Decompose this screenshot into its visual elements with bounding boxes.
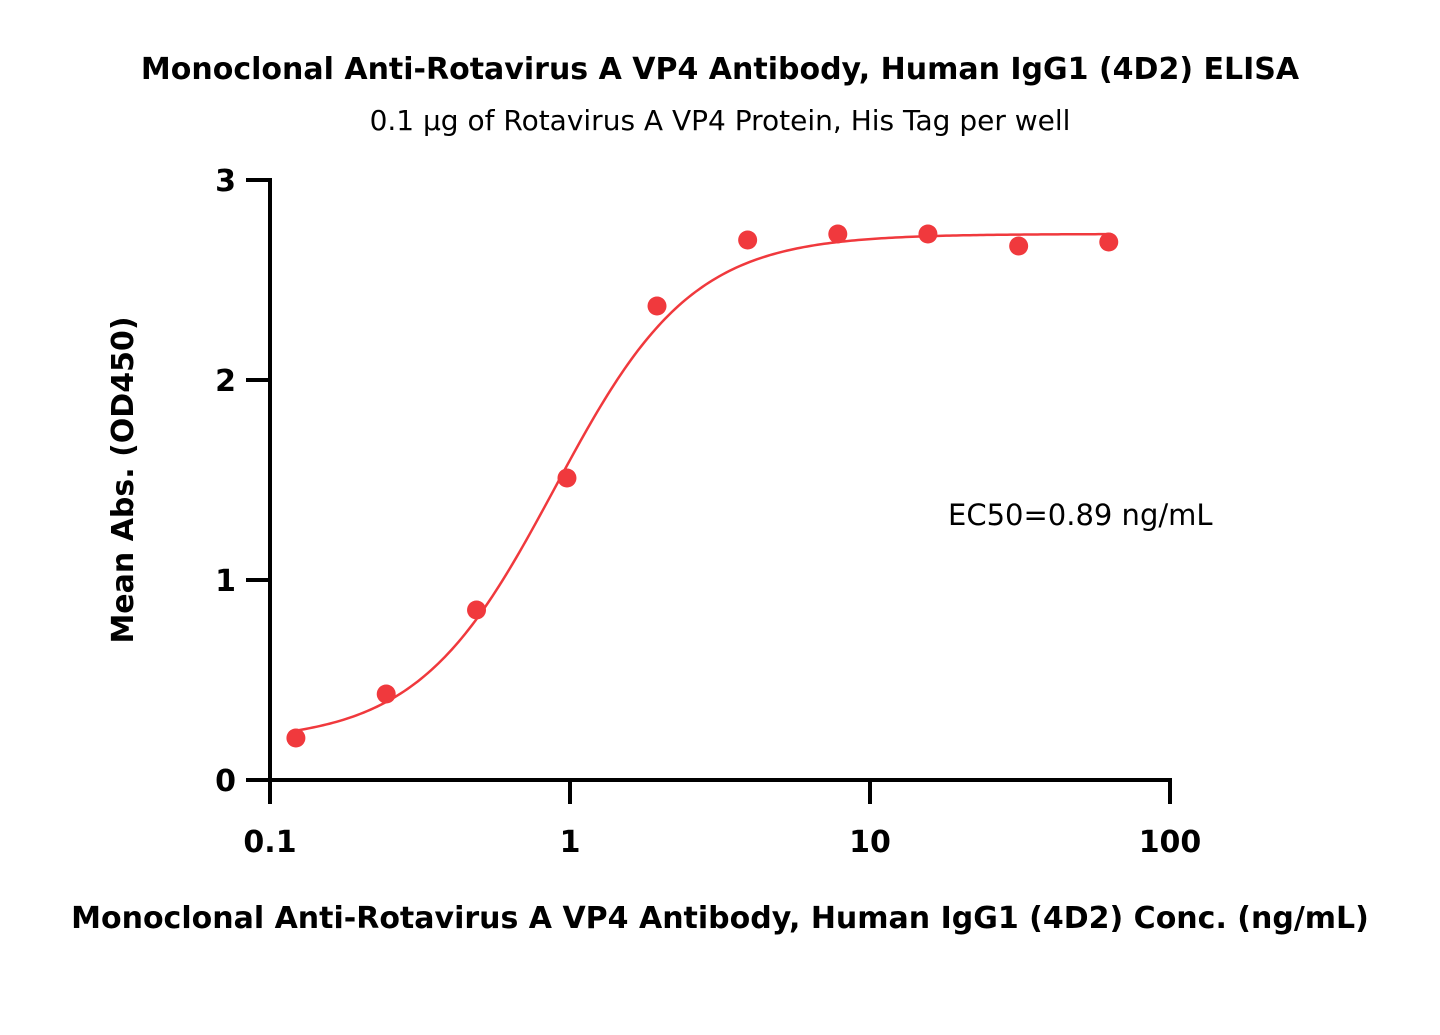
- fit-curve-group: [295, 232, 1109, 732]
- fit-curve: [295, 232, 1109, 732]
- data-point: [1099, 232, 1119, 252]
- data-point: [286, 728, 306, 748]
- data-point: [738, 230, 758, 250]
- y-tick-label: 1: [215, 564, 236, 599]
- data-point: [828, 224, 848, 244]
- chart-title: Monoclonal Anti-Rotavirus A VP4 Antibody…: [141, 52, 1300, 87]
- x-tick-label: 1: [560, 825, 581, 860]
- axes: 0 1 2 3 0.1 1 10 100: [215, 164, 1201, 860]
- ec50-annotation: EC50=0.89 ng/mL: [948, 498, 1213, 532]
- y-axis-label: Mean Abs. (OD450): [106, 316, 141, 643]
- data-point: [1009, 236, 1029, 256]
- x-axis-label: Monoclonal Anti-Rotavirus A VP4 Antibody…: [71, 901, 1369, 936]
- x-tick-label: 100: [1139, 825, 1202, 860]
- data-point: [376, 684, 396, 704]
- chart-subtitle: 0.1 μg of Rotavirus A VP4 Protein, His T…: [370, 104, 1071, 137]
- data-point: [918, 224, 938, 244]
- y-tick-label: 0: [215, 764, 236, 799]
- data-point: [467, 600, 487, 620]
- y-tick-label: 2: [215, 364, 236, 399]
- data-point: [647, 296, 667, 316]
- x-tick-label: 10: [849, 825, 891, 860]
- data-points: [286, 224, 1119, 748]
- x-tick-label: 0.1: [243, 825, 296, 860]
- y-tick-label: 3: [215, 164, 236, 199]
- data-point: [557, 468, 577, 488]
